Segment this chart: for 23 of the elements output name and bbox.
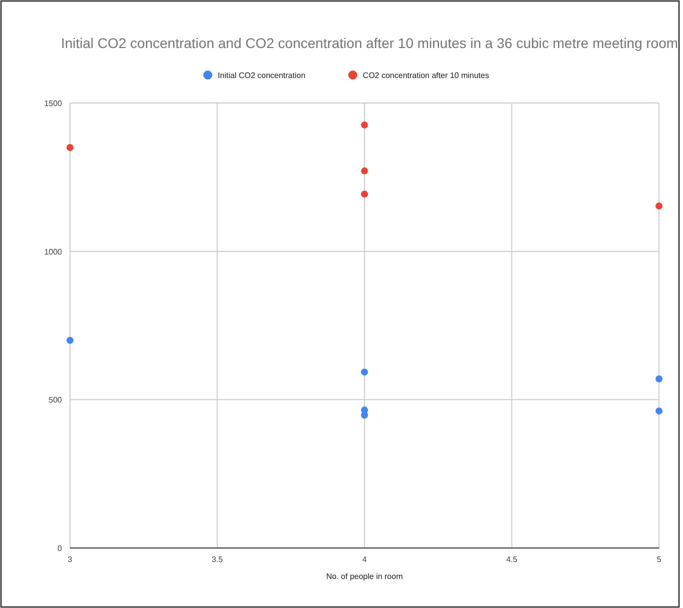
point: [656, 202, 662, 210]
point: [66, 144, 74, 151]
point: [361, 190, 368, 198]
x-tick-label: 4: [362, 555, 368, 564]
point: [656, 407, 662, 414]
x-tick-label: 4.5: [506, 555, 518, 564]
x-tick-label: 5: [656, 555, 662, 564]
legend-label: CO2 concentration after 10 minutes: [362, 71, 490, 80]
legend-label: Initial CO2 concentration: [218, 71, 306, 80]
x-tick-label: 3.5: [212, 555, 224, 564]
y-tick-label: 1500: [44, 99, 63, 108]
chart-title: Initial CO2 concentration and CO2 concentration after 10 minutes in a 36 cubic metre meeting room: [60, 35, 678, 51]
point: [656, 375, 662, 382]
y-tick-label: 1000: [44, 247, 63, 256]
y-tick-label: 0: [58, 544, 63, 553]
point: [361, 368, 368, 376]
y-tick-label: 500: [48, 396, 63, 405]
x-tick-label: 3: [68, 555, 73, 564]
point: [361, 412, 368, 419]
point: [66, 336, 74, 344]
point: [361, 121, 368, 128]
point: [361, 167, 368, 174]
x-axis-title: No. of people in room: [326, 572, 404, 581]
